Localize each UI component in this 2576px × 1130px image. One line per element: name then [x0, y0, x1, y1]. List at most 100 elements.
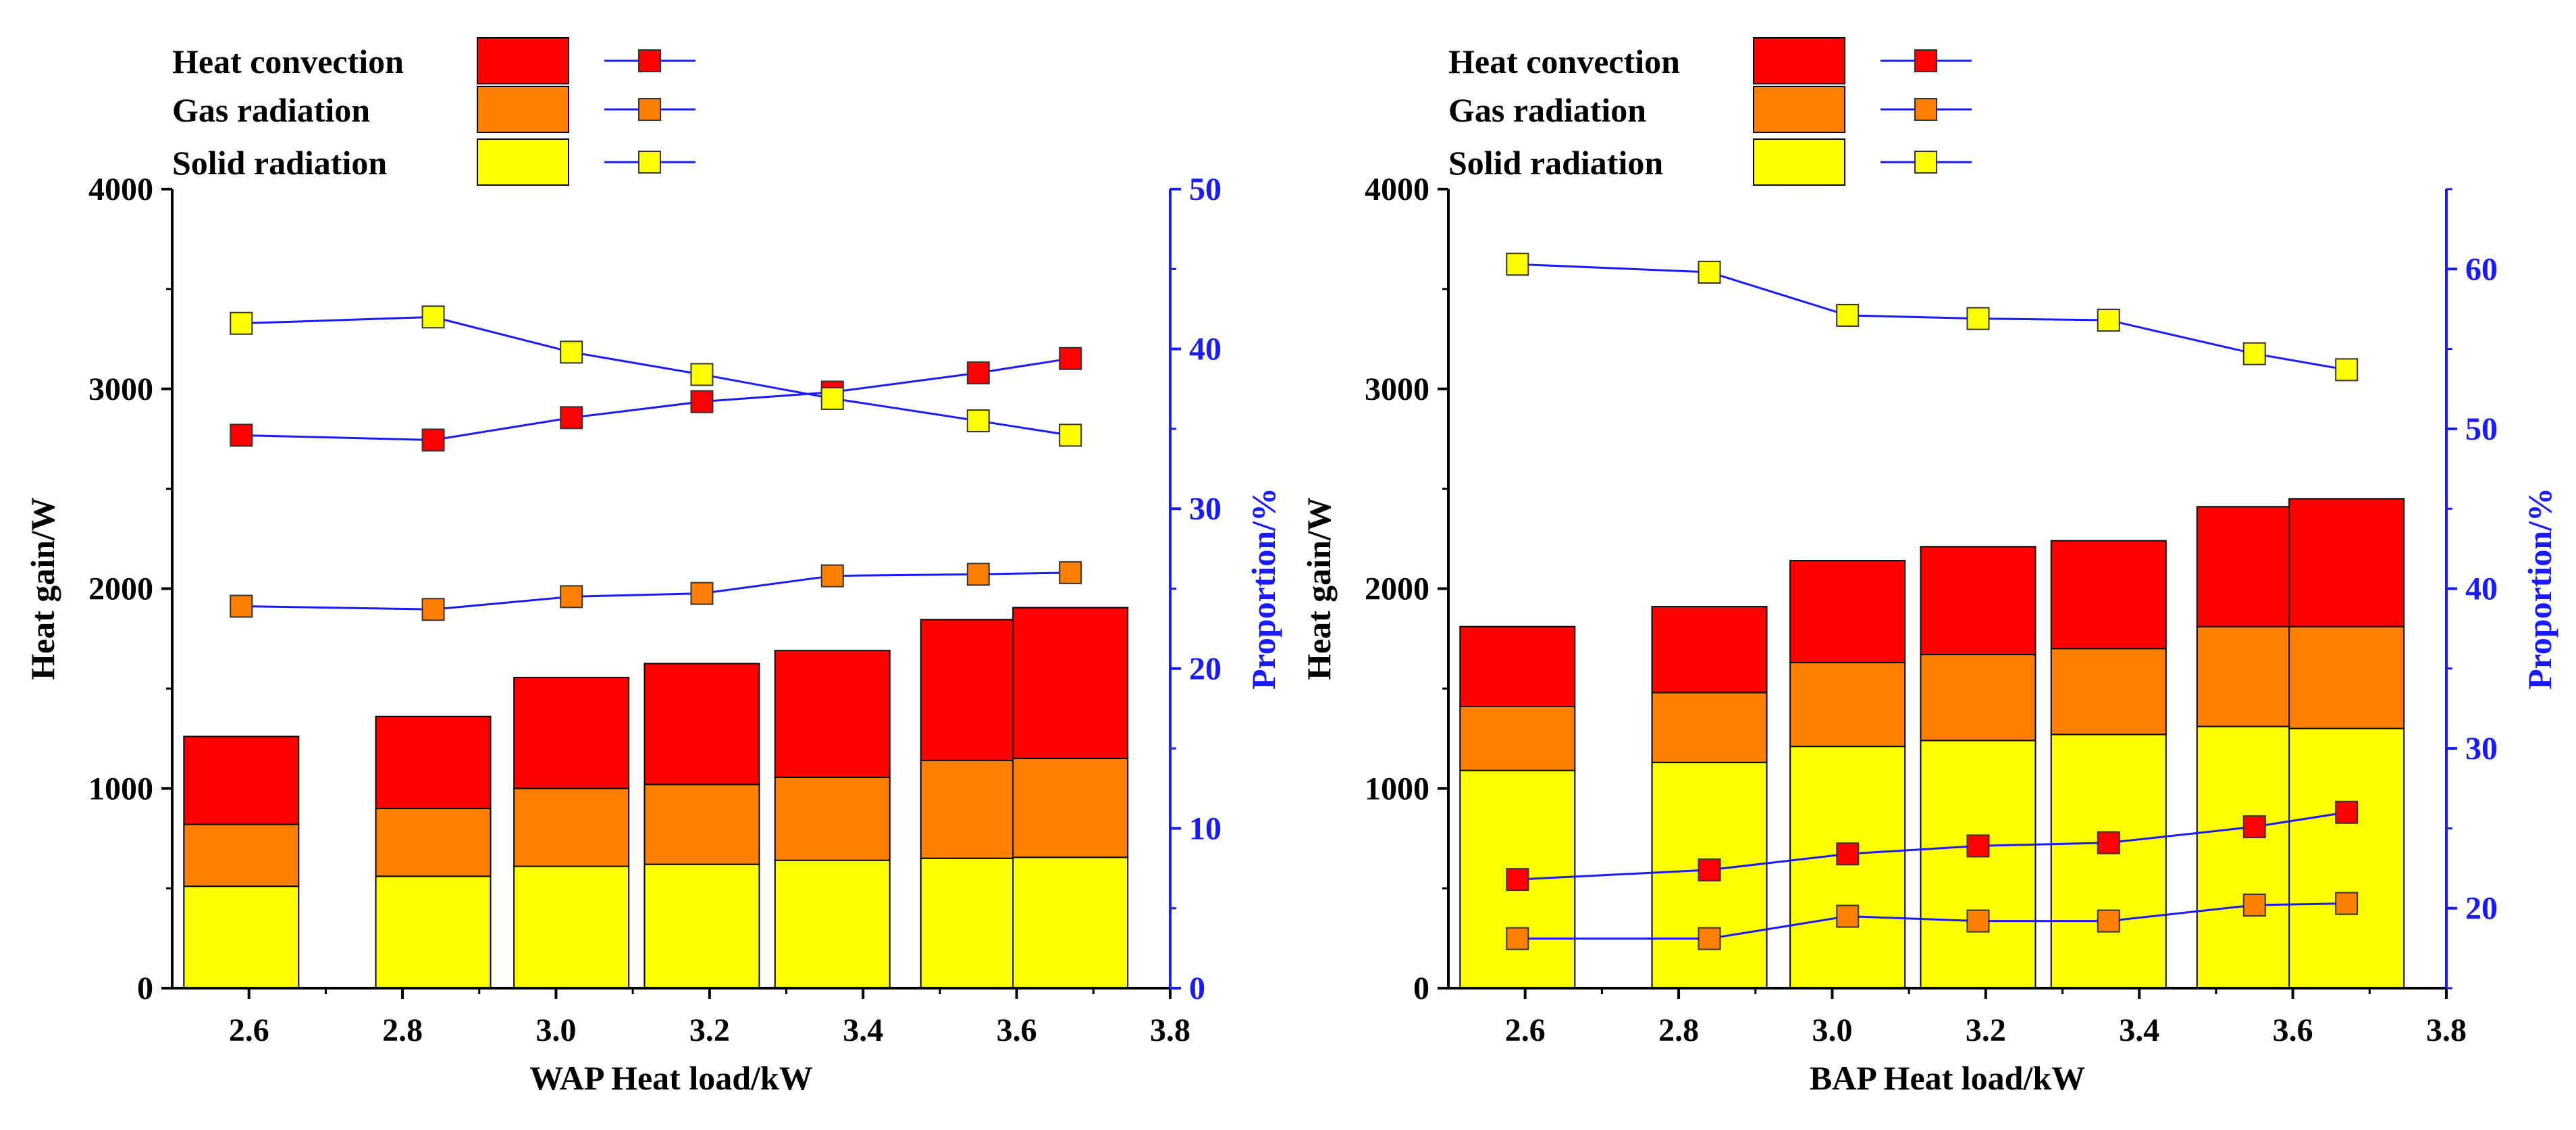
- chart-1-marker-solid-radiation-3: [560, 340, 583, 364]
- chart-1-marker-gas-radiation-2: [421, 598, 445, 621]
- chart-2-x-tick-label-5: 3.4: [2119, 1012, 2159, 1048]
- chart-2-marker-heat-convection-7: [2335, 800, 2359, 824]
- chart-1-line-heat-convection: [241, 357, 1071, 441]
- chart-2-marker-gas-radiation-1: [1506, 927, 1529, 950]
- chart-2-legend-label-gas-radiation: Gas radiation: [1448, 91, 1646, 129]
- chart-2-marker-heat-convection-6: [2242, 815, 2266, 839]
- chart-2-marker-solid-radiation-3: [1836, 303, 1860, 327]
- chart-2-bar-gas-radiation-1: [1459, 705, 1576, 771]
- chart-2-bar-heat-convection-2: [1651, 606, 1768, 694]
- chart-1-marker-solid-radiation-5: [820, 386, 844, 410]
- chart-1-y2-tick-label-6: 50: [1189, 172, 1221, 207]
- chart-1-marker-heat-convection-1: [230, 423, 253, 447]
- chart-2-y-tick-label-2: 1000: [1365, 771, 1429, 806]
- chart-1-marker-gas-radiation-4: [690, 582, 714, 605]
- chart-2-bar-gas-radiation-3: [1789, 661, 1906, 748]
- chart-2-x-tick-label-4: 3.2: [1966, 1012, 2006, 1048]
- chart-1-y2-tick-label-4: 30: [1189, 491, 1221, 527]
- chart-2-bar-gas-radiation-7: [2288, 625, 2405, 729]
- chart-1-y-axis-title: Heat gain/W: [24, 497, 61, 680]
- chart-1-bar-heat-convection-2: [375, 715, 492, 809]
- chart-1-line-solid-radiation: [241, 315, 1071, 436]
- chart-2-bar-solid-radiation-3: [1789, 746, 1906, 989]
- chart-1-x-tick-label-2: 2.8: [382, 1012, 423, 1048]
- chart-1-x-tick-label-5: 3.4: [843, 1012, 883, 1048]
- chart-1-legend-marker-solid-radiation: [638, 151, 661, 174]
- chart-1-bar-heat-convection-5: [774, 650, 891, 778]
- chart-2-bar-heat-convection-5: [2050, 540, 2167, 650]
- chart-2-marker-solid-radiation-7: [2335, 358, 2359, 382]
- chart-1-line-gas-radiation: [241, 571, 1071, 611]
- chart-1-y-tick-label-2: 1000: [88, 771, 153, 806]
- chart-2-y2-tick-label-3: 40: [2465, 571, 2498, 607]
- chart-1-bar-heat-convection-4: [643, 663, 760, 786]
- chart-2-marker-heat-convection-1: [1506, 868, 1529, 892]
- chart-2-bar-gas-radiation-4: [1920, 654, 2036, 742]
- chart-1-marker-gas-radiation-7: [1059, 561, 1082, 584]
- chart-1-marker-heat-convection-3: [560, 406, 583, 430]
- chart-1-legend-marker-heat-convection: [638, 49, 661, 72]
- chart-2-marker-solid-radiation-1: [1506, 253, 1529, 276]
- chart-2-legend-swatch-solid-radiation: [1753, 138, 1845, 186]
- chart-2-legend-swatch-gas-radiation: [1753, 86, 1845, 133]
- chart-1-marker-solid-radiation-6: [966, 409, 990, 433]
- chart-1-x-tick-label-7: 3.8: [1150, 1012, 1190, 1048]
- chart-1-x-tick-label-4: 3.2: [689, 1012, 730, 1048]
- chart-1-legend-swatch-gas-radiation: [477, 86, 569, 133]
- chart-1-bar-gas-radiation-4: [643, 784, 760, 865]
- chart-1-marker-heat-convection-7: [1059, 346, 1082, 370]
- chart-2-legend-marker-heat-convection: [1914, 49, 1937, 72]
- chart-2-y-tick-label-3: 2000: [1365, 571, 1429, 607]
- chart-2-x-tick-label-1: 2.6: [1505, 1012, 1546, 1048]
- chart-2-y-tick-label-4: 3000: [1365, 371, 1429, 407]
- chart-2-marker-gas-radiation-7: [2335, 892, 2359, 915]
- chart-2-marker-gas-radiation-4: [1966, 909, 1990, 933]
- chart-2-bar-heat-convection-7: [2288, 498, 2405, 627]
- chart-2-bar-solid-radiation-5: [2050, 734, 2167, 989]
- chart-2-marker-solid-radiation-4: [1966, 307, 1990, 330]
- chart-1-bar-heat-convection-1: [183, 736, 300, 825]
- chart-1-bar-gas-radiation-7: [1012, 757, 1129, 858]
- chart-1-legend-swatch-heat-convection: [477, 37, 569, 84]
- chart-1-y2-tick-label-5: 40: [1189, 332, 1221, 367]
- chart-2-bar-gas-radiation-2: [1651, 692, 1768, 763]
- chart-2-y2-tick-label-2: 30: [2465, 731, 2498, 767]
- chart-2-legend-label-solid-radiation: Solid radiation: [1448, 144, 1663, 182]
- chart-2-bar-heat-convection-4: [1920, 546, 2036, 656]
- chart-1-y2-tick-label-1: 0: [1189, 971, 1205, 1006]
- chart-2-marker-solid-radiation-2: [1698, 261, 1721, 284]
- chart-2-marker-gas-radiation-5: [2097, 909, 2120, 933]
- chart-1-bar-gas-radiation-1: [183, 823, 300, 888]
- chart-1-x-tick-label-3: 3.0: [535, 1012, 576, 1048]
- chart-1-legend-label-solid-radiation: Solid radiation: [172, 144, 387, 182]
- chart-1-y-tick-label-5: 4000: [88, 172, 153, 207]
- chart-1-marker-gas-radiation-3: [560, 585, 583, 609]
- chart-1-marker-heat-convection-4: [690, 390, 714, 413]
- chart-2-marker-heat-convection-5: [2097, 831, 2120, 854]
- chart-1-bar-solid-radiation-1: [183, 885, 300, 989]
- chart-2-marker-gas-radiation-2: [1698, 927, 1721, 950]
- chart-1-y-tick-label-3: 2000: [88, 571, 153, 607]
- chart-1-marker-gas-radiation-5: [820, 564, 844, 588]
- chart-2-marker-heat-convection-4: [1966, 834, 1990, 858]
- chart-2-y2-tick-label-5: 60: [2465, 251, 2498, 287]
- chart-2-line-solid-radiation: [1517, 263, 2347, 371]
- chart-2-bar-solid-radiation-4: [1920, 740, 2036, 990]
- chart-2-bar-gas-radiation-5: [2050, 648, 2167, 736]
- chart-1-bar-gas-radiation-3: [513, 788, 630, 867]
- chart-1-y2-axis-title: Proportion/%: [1244, 488, 1282, 690]
- chart-2-bar-heat-convection-3: [1789, 560, 1906, 663]
- chart-1-marker-solid-radiation-7: [1059, 423, 1082, 447]
- chart-1-x-tick-label-1: 2.6: [229, 1012, 269, 1048]
- chart-1-legend-swatch-solid-radiation: [477, 138, 569, 186]
- chart-1-marker-heat-convection-6: [966, 361, 990, 385]
- chart-2-x-tick-label-7: 3.8: [2426, 1012, 2467, 1048]
- chart-2-marker-solid-radiation-5: [2097, 309, 2120, 332]
- chart-2-y2-tick-label-4: 50: [2465, 411, 2498, 447]
- chart-2-y2-tick-label-1: 20: [2465, 891, 2498, 927]
- chart-2-marker-solid-radiation-6: [2242, 342, 2266, 365]
- chart-2-marker-heat-convection-3: [1836, 842, 1860, 866]
- chart-1-y2-tick-label-3: 20: [1189, 651, 1221, 687]
- chart-2-y-tick-label-1: 0: [1413, 971, 1429, 1006]
